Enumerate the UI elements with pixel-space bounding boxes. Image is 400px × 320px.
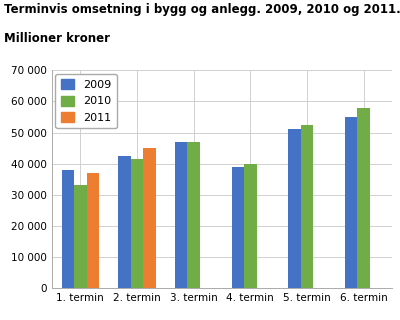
Bar (131, 159, 143, 288)
Bar (118, 156, 131, 288)
Bar (232, 167, 244, 288)
Legend: 2009, 2010, 2011: 2009, 2010, 2011 (55, 74, 117, 128)
Bar (86, 173, 99, 288)
Bar (301, 125, 313, 288)
Text: Terminvis omsetning i bygg og anlegg. 2009, 2010 og 2011.: Terminvis omsetning i bygg og anlegg. 20… (4, 3, 400, 16)
Bar (175, 142, 188, 288)
Bar (188, 142, 200, 288)
Bar (358, 108, 370, 288)
Bar (288, 130, 301, 288)
Bar (74, 185, 86, 288)
Text: Millioner kroner: Millioner kroner (4, 32, 110, 45)
Bar (62, 170, 74, 288)
Bar (345, 117, 358, 288)
Bar (143, 148, 156, 288)
Bar (244, 164, 256, 288)
